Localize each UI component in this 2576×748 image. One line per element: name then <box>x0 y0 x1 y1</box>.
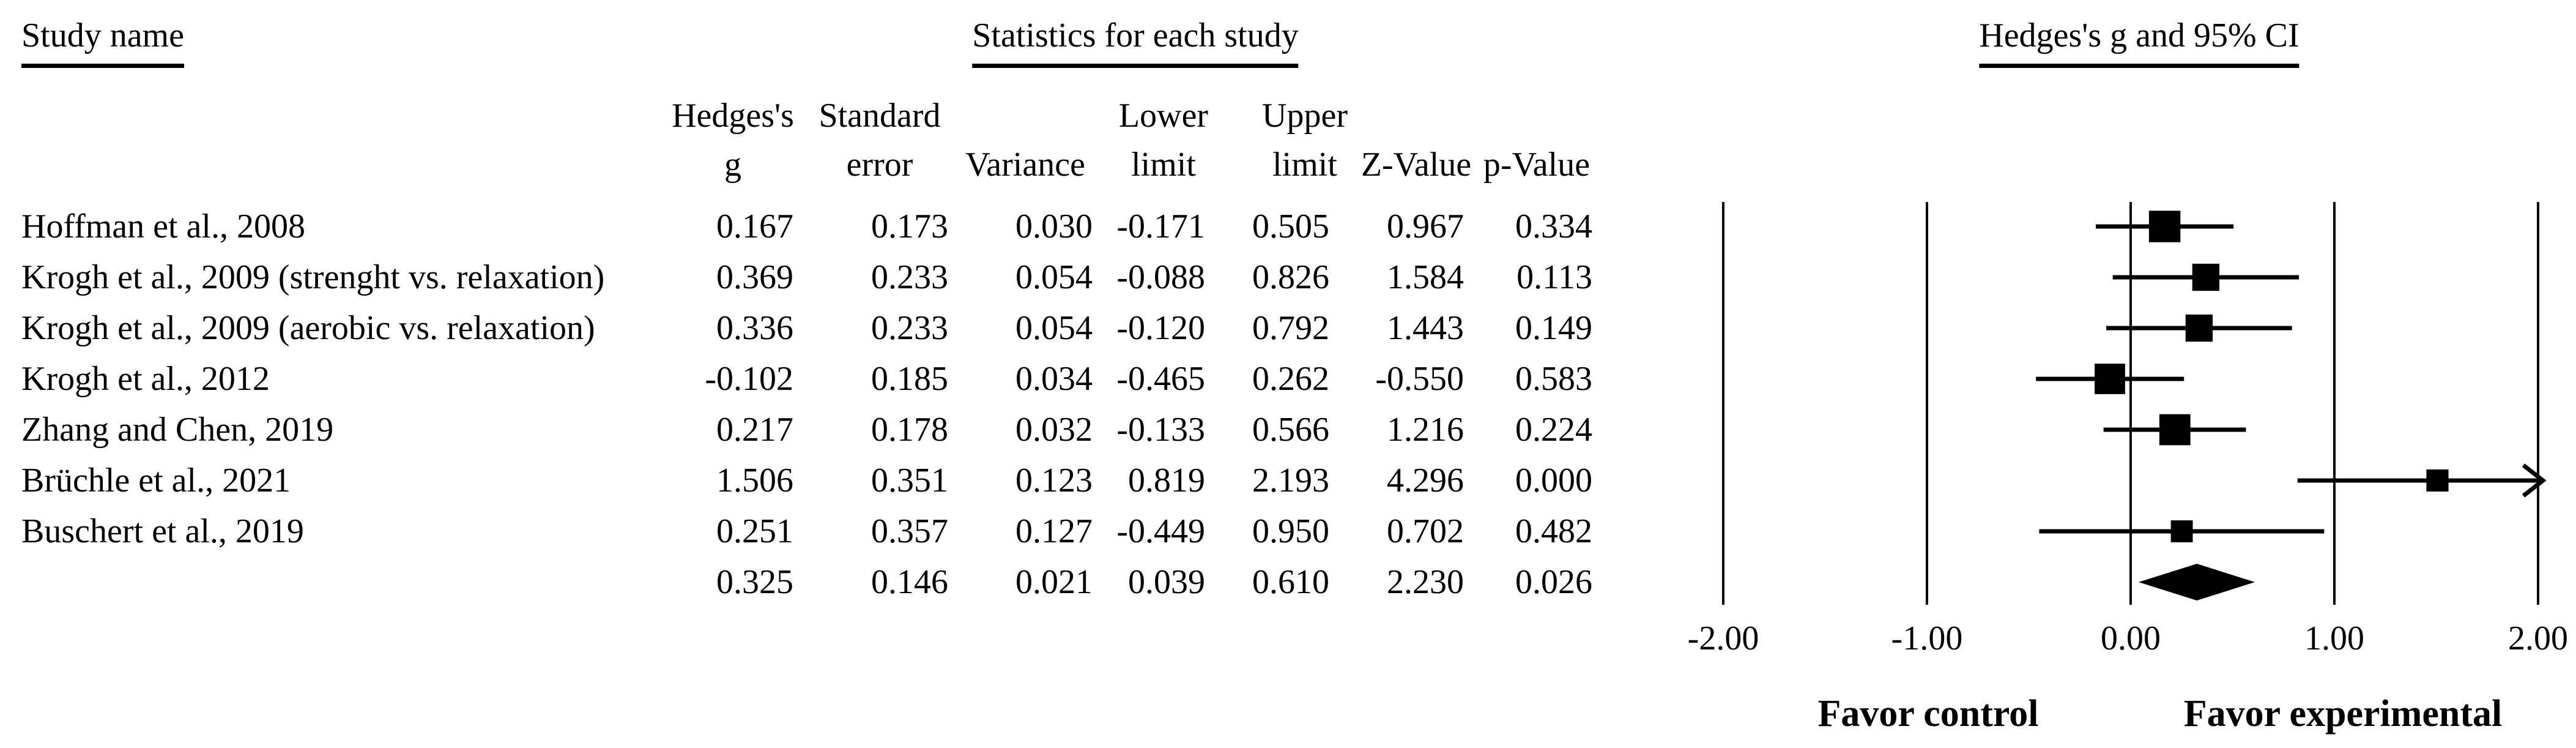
arrow-right-icon <box>2522 463 2547 498</box>
col-header-upper: Upper <box>1262 97 1348 135</box>
p-value: 0.583 <box>1515 360 1592 398</box>
study-name: Brüchle et al., 2021 <box>21 462 291 499</box>
col-header-lower-limit: limit <box>1131 146 1196 184</box>
upper-limit-value: 0.950 <box>1252 512 1329 550</box>
z-value: 1.443 <box>1387 309 1464 347</box>
x-tick-label: -2.00 <box>1687 619 1759 657</box>
study-name: Zhang and Chen, 2019 <box>21 411 334 449</box>
study-name-heading: Study name <box>21 17 184 68</box>
hedges-g-value: 0.167 <box>716 208 793 245</box>
p-value: 0.224 <box>1515 411 1592 449</box>
effect-square <box>2148 211 2181 242</box>
effect-square <box>2185 314 2213 342</box>
variance-value: 0.034 <box>1015 360 1093 398</box>
study-name: Krogh et al., 2012 <box>21 360 270 398</box>
col-header-hedges: Hedges's <box>672 97 794 135</box>
z-value: -0.550 <box>1375 360 1464 398</box>
lower-limit-value: -0.465 <box>1116 360 1205 398</box>
z-value: 1.584 <box>1387 258 1464 296</box>
standard-error-value: 0.185 <box>871 360 948 398</box>
hedges-g-value: 0.217 <box>716 411 793 449</box>
upper-limit-value: 0.610 <box>1252 563 1329 601</box>
col-header-lower: Lower <box>1118 97 1209 135</box>
z-value: 0.702 <box>1387 512 1464 550</box>
effect-square <box>2192 263 2220 291</box>
variance-value: 0.030 <box>1015 208 1093 245</box>
variance-value: 0.054 <box>1015 309 1093 347</box>
variance-value: 0.123 <box>1015 462 1093 499</box>
variance-value: 0.032 <box>1015 411 1093 449</box>
x-tick-label: 2.00 <box>2508 619 2568 657</box>
x-tick-label: -1.00 <box>1891 619 1963 657</box>
col-header-variance: Variance <box>965 146 1085 184</box>
lower-limit-value: -0.449 <box>1116 512 1205 550</box>
statistics-heading: Statistics for each study <box>972 17 1299 68</box>
x-tick-label: 0.00 <box>2101 619 2161 657</box>
ci-heading: Hedges's g and 95% CI <box>1979 17 2299 68</box>
lower-limit-value: -0.120 <box>1116 309 1205 347</box>
variance-value: 0.021 <box>1015 563 1093 601</box>
col-header-upper-limit: limit <box>1272 146 1337 184</box>
effect-square <box>2426 469 2449 492</box>
p-value: 0.000 <box>1515 462 1592 499</box>
standard-error-value: 0.233 <box>871 309 948 347</box>
p-value: 0.334 <box>1515 208 1592 245</box>
standard-error-value: 0.233 <box>871 258 948 296</box>
p-value: 0.149 <box>1515 309 1592 347</box>
col-header-zvalue: Z-Value <box>1360 146 1472 184</box>
upper-limit-value: 0.566 <box>1252 411 1329 449</box>
lower-limit-value: 0.039 <box>1128 563 1205 601</box>
effect-square <box>2159 414 2191 446</box>
lower-limit-value: -0.088 <box>1116 258 1205 296</box>
hedges-g-value: 1.506 <box>716 462 793 499</box>
standard-error-value: 0.357 <box>871 512 948 550</box>
lower-limit-value: -0.171 <box>1116 208 1205 245</box>
col-header-g: g <box>724 146 741 184</box>
hedges-g-value: 0.325 <box>716 563 793 601</box>
standard-error-value: 0.173 <box>871 208 948 245</box>
hedges-g-value: 0.251 <box>716 512 793 550</box>
lower-limit-value: -0.133 <box>1116 411 1205 449</box>
effect-square <box>2095 364 2125 394</box>
variance-value: 0.054 <box>1015 258 1093 296</box>
p-value: 0.026 <box>1515 563 1592 601</box>
study-name: Hoffman et al., 2008 <box>21 208 305 245</box>
study-name: Buschert et al., 2019 <box>21 512 304 550</box>
upper-limit-value: 0.262 <box>1252 360 1329 398</box>
hedges-g-value: 0.336 <box>716 309 793 347</box>
study-name: Krogh et al., 2009 (aerobic vs. relaxati… <box>21 309 595 347</box>
favor-experimental-label: Favor experimental <box>2183 693 2503 735</box>
upper-limit-value: 0.826 <box>1252 258 1329 296</box>
z-value: 0.967 <box>1387 208 1464 245</box>
col-header-standard: Standard <box>818 97 941 135</box>
z-value: 2.230 <box>1387 563 1464 601</box>
z-value: 4.296 <box>1387 462 1464 499</box>
standard-error-value: 0.351 <box>871 462 948 499</box>
upper-limit-value: 0.792 <box>1252 309 1329 347</box>
upper-limit-value: 2.193 <box>1252 462 1329 499</box>
standard-error-value: 0.146 <box>871 563 948 601</box>
p-value: 0.482 <box>1515 512 1592 550</box>
standard-error-value: 0.178 <box>871 411 948 449</box>
col-header-error: error <box>846 146 913 184</box>
z-value: 1.216 <box>1387 411 1464 449</box>
effect-square <box>2170 520 2193 542</box>
hedges-g-value: 0.369 <box>716 258 793 296</box>
hedges-g-value: -0.102 <box>705 360 793 398</box>
study-name: Krogh et al., 2009 (strenght vs. relaxat… <box>21 258 605 296</box>
col-header-pvalue: p-Value <box>1483 146 1591 184</box>
variance-value: 0.127 <box>1015 512 1093 550</box>
favor-control-label: Favor control <box>1817 693 2039 735</box>
lower-limit-value: 0.819 <box>1128 462 1205 499</box>
p-value: 0.113 <box>1516 258 1592 296</box>
overall-diamond <box>2138 564 2255 600</box>
upper-limit-value: 0.505 <box>1252 208 1329 245</box>
x-tick-label: 1.00 <box>2304 619 2364 657</box>
